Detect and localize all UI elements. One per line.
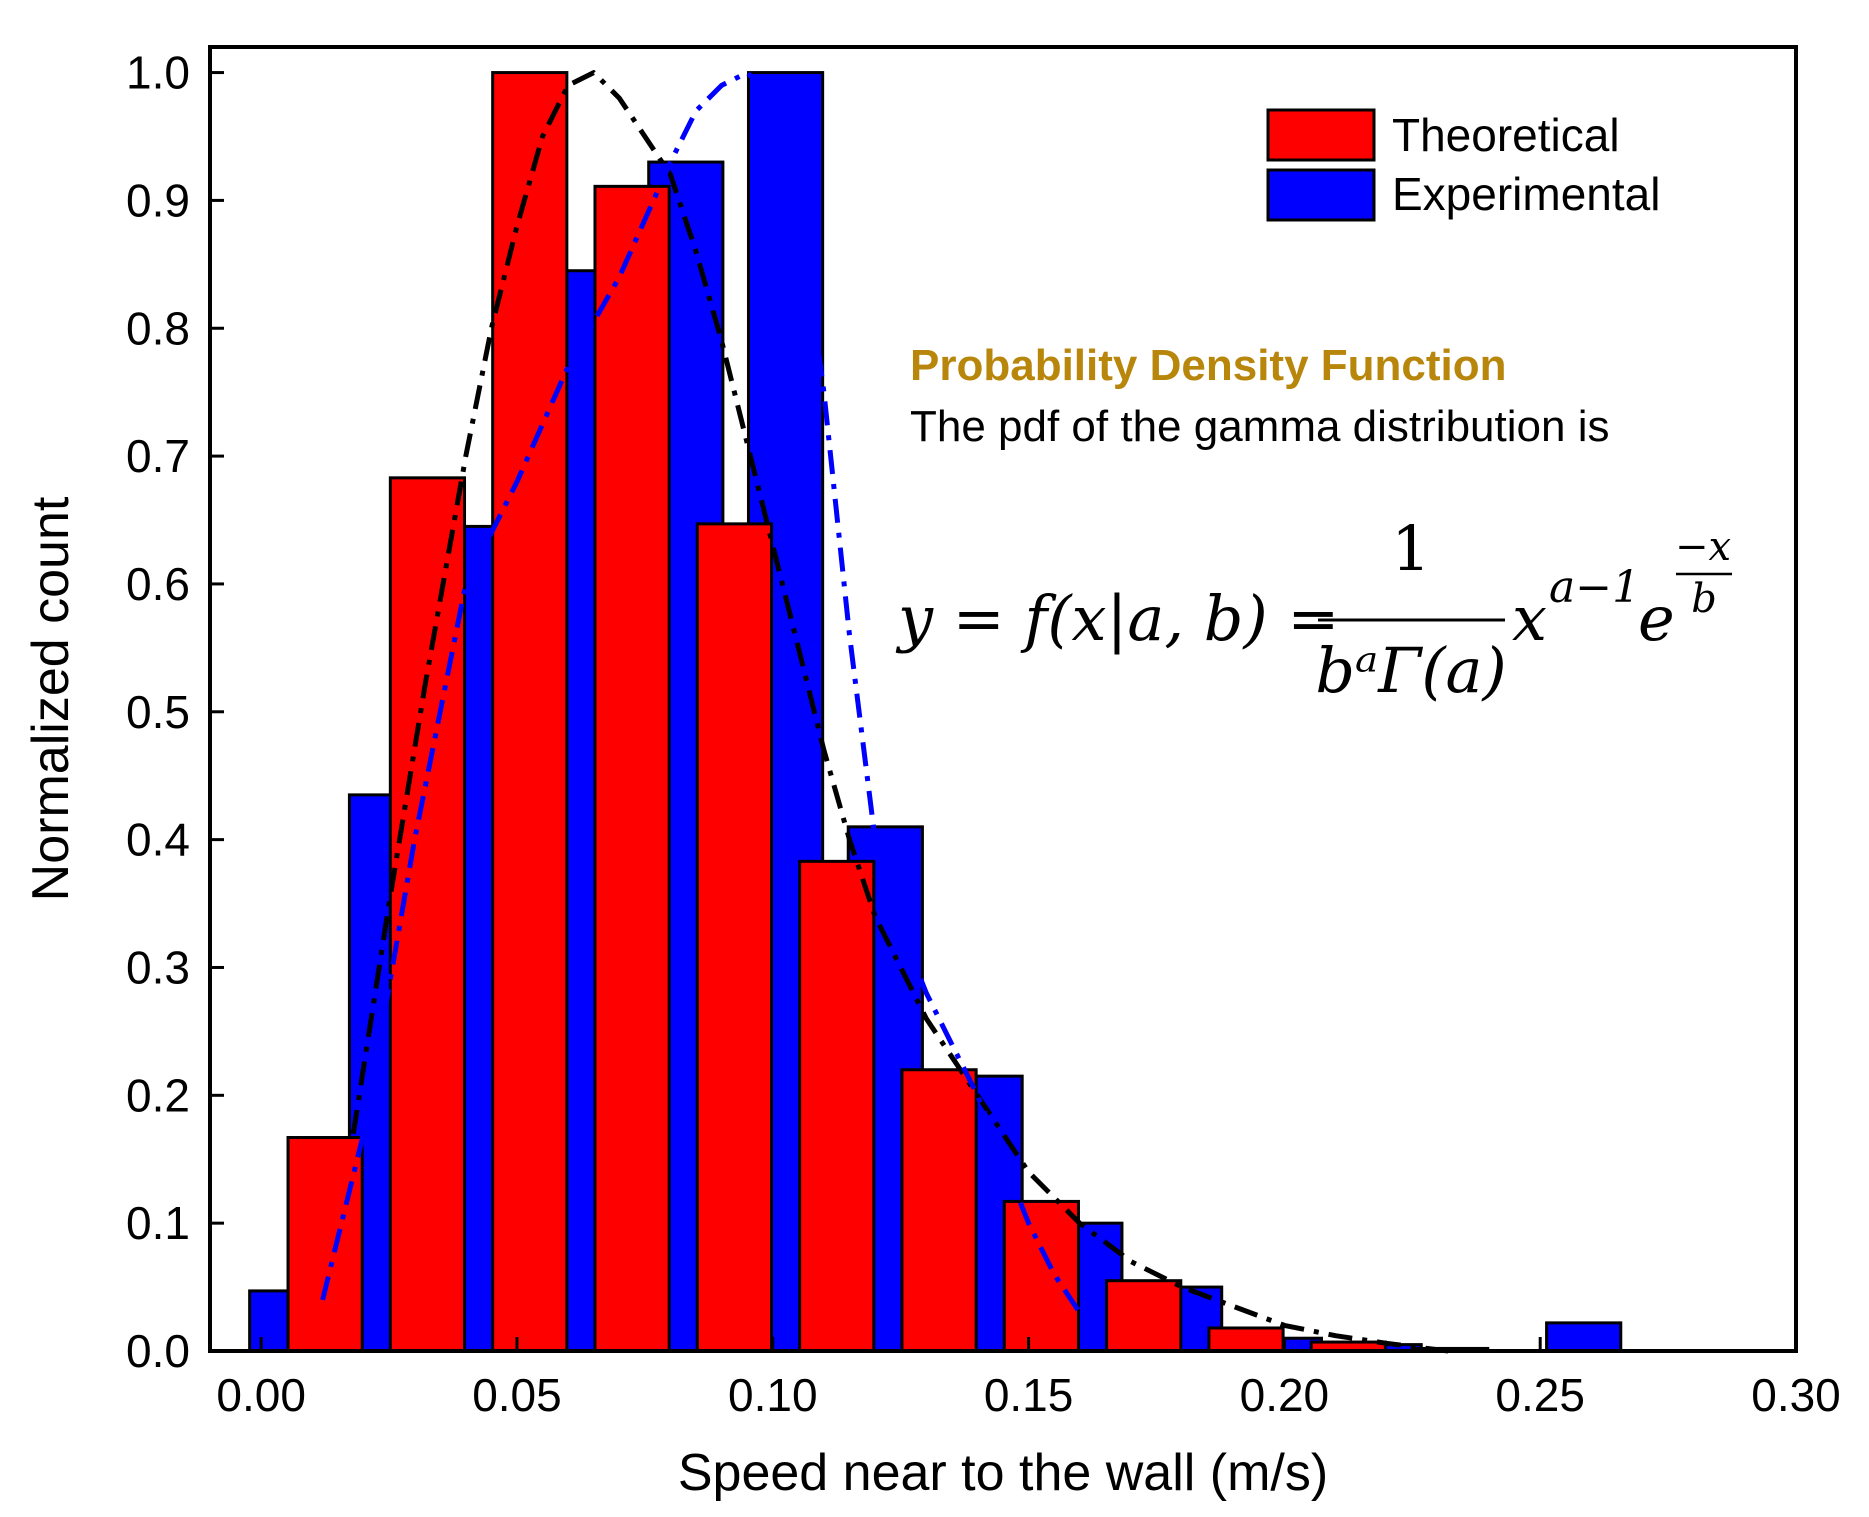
formula-x-exponent: a−1 xyxy=(1549,562,1640,613)
fit-lines xyxy=(320,70,1449,1354)
bar-theoretical-4 xyxy=(695,522,773,1353)
bar-experimental-13 xyxy=(1545,1321,1623,1353)
x-tick-label: 0.10 xyxy=(728,1369,818,1421)
y-tick-label: 0.8 xyxy=(126,302,190,354)
bar-theoretical-3 xyxy=(593,184,671,1353)
y-tick-label: 1.0 xyxy=(126,47,190,99)
y-axis-title: Normalized count xyxy=(22,496,80,901)
bar-theoretical-9 xyxy=(1207,1326,1285,1353)
legend-swatch-theoretical xyxy=(1266,108,1376,162)
y-tick-label: 0.0 xyxy=(126,1325,190,1377)
y-tick-label: 0.3 xyxy=(126,941,190,993)
x-tick-label: 0.15 xyxy=(984,1369,1074,1421)
pdf-description: The pdf of the gamma distribution is xyxy=(910,402,1609,451)
x-tick-label: 0.20 xyxy=(1240,1369,1330,1421)
x-axis: 0.00 0.05 0.10 0.15 0.20 0.25 0.30 xyxy=(216,1337,1841,1421)
formula-e-term: e xyxy=(1638,582,1675,655)
pdf-title: Probability Density Function xyxy=(910,341,1507,390)
y-tick-label: 0.5 xyxy=(126,686,190,738)
legend-label-theoretical: Theoretical xyxy=(1392,109,1620,161)
formula-lhs: y = f(x|a, b) = xyxy=(895,582,1339,655)
legend-swatch-experimental xyxy=(1266,168,1376,222)
formula-e-exp-denominator: b xyxy=(1691,576,1717,622)
gamma-formula: y = f(x|a, b) = 1 bᵃΓ(a) x a−1 e −x b xyxy=(895,512,1732,707)
bar-theoretical-7 xyxy=(1002,1199,1080,1353)
bar-theoretical-0 xyxy=(286,1136,364,1353)
legend-label-experimental: Experimental xyxy=(1392,168,1660,220)
x-axis-title: Speed near to the wall (m/s) xyxy=(678,1444,1328,1502)
y-tick-label: 0.9 xyxy=(126,174,190,226)
formula-numerator: 1 xyxy=(1391,512,1430,585)
y-tick-label: 0.4 xyxy=(126,814,190,866)
legend: Theoretical Experimental xyxy=(1266,108,1660,222)
bar-theoretical-2 xyxy=(491,71,569,1353)
bar-theoretical-8 xyxy=(1105,1279,1183,1353)
pdf-annotation: Probability Density Function The pdf of … xyxy=(895,341,1732,707)
plot-frame xyxy=(208,45,1798,1353)
x-tick-label: 0.05 xyxy=(472,1369,562,1421)
y-tick-label: 0.6 xyxy=(126,558,190,610)
formula-x-term: x xyxy=(1512,582,1547,655)
x-tick-label: 0.25 xyxy=(1495,1369,1585,1421)
y-tick-label: 0.1 xyxy=(126,1197,190,1249)
bar-theoretical-6 xyxy=(900,1068,978,1353)
bar-theoretical-5 xyxy=(798,859,876,1353)
x-tick-label: 0.30 xyxy=(1751,1369,1841,1421)
y-axis: 0.0 0.1 0.2 0.3 0.4 0.5 0.6 0.7 0.8 0.9 1.0 xyxy=(126,47,224,1377)
formula-denominator: bᵃΓ(a) xyxy=(1315,634,1506,707)
theoretical-fit-line xyxy=(350,70,1449,1354)
experimental-fit-line xyxy=(320,70,1098,1340)
y-tick-label: 0.2 xyxy=(126,1069,190,1121)
formula-e-exp-numerator: −x xyxy=(1675,524,1731,570)
x-tick-label: 0.00 xyxy=(216,1369,306,1421)
y-tick-label: 0.7 xyxy=(126,430,190,482)
